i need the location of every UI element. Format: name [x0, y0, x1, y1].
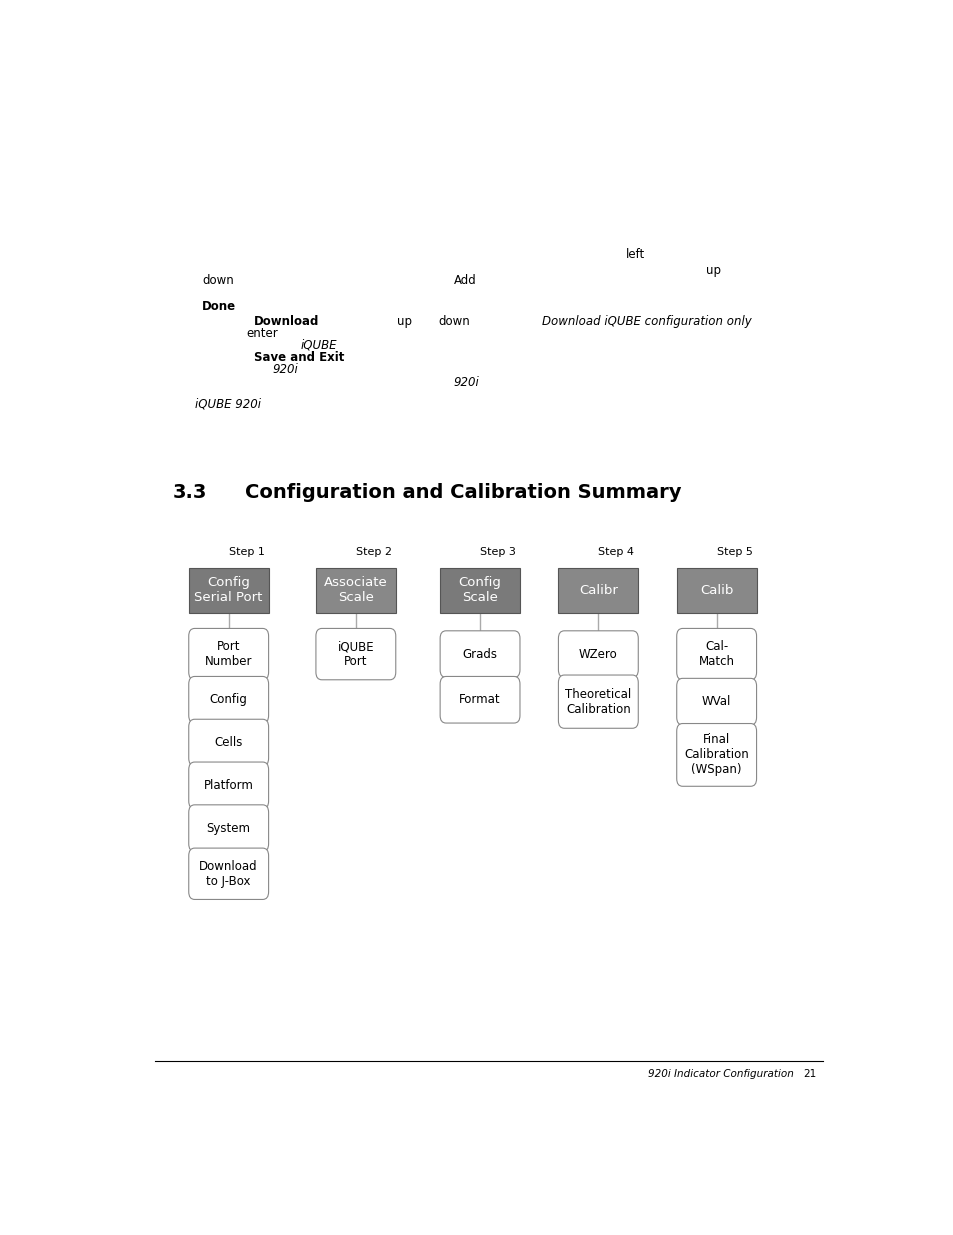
- Text: Step 2: Step 2: [355, 547, 392, 557]
- FancyBboxPatch shape: [439, 677, 519, 722]
- Text: Done: Done: [202, 300, 236, 314]
- Text: Download iQUBE configuration only: Download iQUBE configuration only: [541, 315, 751, 327]
- Text: Cal-
Match: Cal- Match: [698, 640, 734, 668]
- Text: up: up: [705, 264, 720, 277]
- Text: 920i Indicator Configuration: 920i Indicator Configuration: [647, 1068, 793, 1078]
- Text: Download: Download: [253, 315, 319, 327]
- FancyBboxPatch shape: [558, 568, 638, 614]
- Text: Step 5: Step 5: [716, 547, 752, 557]
- Text: Step 3: Step 3: [479, 547, 516, 557]
- Text: iQUBE 920i: iQUBE 920i: [194, 398, 260, 410]
- Text: WZero: WZero: [578, 647, 618, 661]
- Text: Config
Scale: Config Scale: [458, 577, 501, 604]
- Text: Cells: Cells: [214, 736, 243, 750]
- Text: System: System: [207, 821, 251, 835]
- FancyBboxPatch shape: [315, 629, 395, 679]
- Text: Step 4: Step 4: [598, 547, 634, 557]
- Text: Final
Calibration
(WSpan): Final Calibration (WSpan): [683, 734, 748, 777]
- FancyBboxPatch shape: [315, 568, 395, 614]
- FancyBboxPatch shape: [676, 678, 756, 725]
- Text: 920i: 920i: [453, 377, 478, 389]
- Text: down: down: [202, 274, 233, 287]
- Text: Add: Add: [453, 274, 476, 287]
- Text: Calib: Calib: [700, 584, 733, 597]
- Text: Associate
Scale: Associate Scale: [324, 577, 387, 604]
- Text: iQUBE
Port: iQUBE Port: [337, 640, 374, 668]
- Text: iQUBE: iQUBE: [300, 338, 336, 352]
- Text: Port
Number: Port Number: [205, 640, 253, 668]
- FancyBboxPatch shape: [676, 724, 756, 787]
- Text: enter: enter: [246, 327, 278, 340]
- FancyBboxPatch shape: [676, 629, 756, 679]
- FancyBboxPatch shape: [558, 631, 638, 678]
- Text: 21: 21: [802, 1068, 816, 1078]
- Text: 3.3: 3.3: [172, 483, 207, 501]
- FancyBboxPatch shape: [189, 805, 269, 851]
- FancyBboxPatch shape: [189, 719, 269, 766]
- Text: Configuration and Calibration Summary: Configuration and Calibration Summary: [245, 483, 680, 501]
- FancyBboxPatch shape: [189, 848, 269, 899]
- Text: Grads: Grads: [462, 647, 497, 661]
- Text: Step 1: Step 1: [229, 547, 264, 557]
- FancyBboxPatch shape: [189, 629, 269, 679]
- FancyBboxPatch shape: [189, 762, 269, 809]
- Text: Save and Exit: Save and Exit: [253, 351, 344, 364]
- Text: WVal: WVal: [701, 695, 731, 708]
- Text: Config: Config: [210, 693, 248, 706]
- Text: Platform: Platform: [204, 779, 253, 792]
- Text: Theoretical
Calibration: Theoretical Calibration: [564, 688, 631, 715]
- FancyBboxPatch shape: [189, 568, 269, 614]
- Text: up: up: [396, 315, 411, 327]
- FancyBboxPatch shape: [439, 631, 519, 678]
- Text: Download
to J-Box: Download to J-Box: [199, 860, 257, 888]
- Text: Format: Format: [458, 693, 500, 706]
- FancyBboxPatch shape: [439, 568, 519, 614]
- Text: Calibr: Calibr: [578, 584, 618, 597]
- Text: 920i: 920i: [272, 363, 297, 377]
- FancyBboxPatch shape: [189, 677, 269, 722]
- FancyBboxPatch shape: [558, 676, 638, 729]
- FancyBboxPatch shape: [676, 568, 756, 614]
- Text: left: left: [625, 248, 644, 261]
- Text: down: down: [438, 315, 470, 327]
- Text: Config
Serial Port: Config Serial Port: [194, 577, 263, 604]
